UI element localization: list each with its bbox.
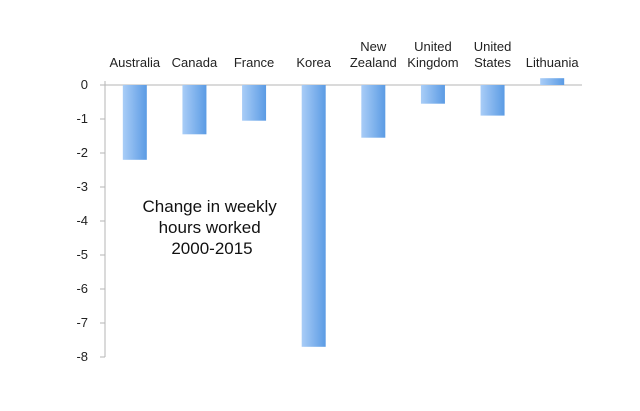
y-tick-label: -3 (76, 179, 88, 194)
category-label: United (414, 39, 452, 54)
y-tick-label: -5 (76, 247, 88, 262)
y-tick-label: -4 (76, 213, 88, 228)
bar-france (242, 85, 267, 121)
y-tick-label: -8 (76, 349, 88, 364)
y-tick-label: 0 (81, 77, 88, 92)
category-label: Lithuania (526, 55, 580, 70)
category-label: Kingdom (407, 55, 458, 70)
annotation-line-2: hours worked (159, 218, 261, 237)
category-label: Canada (172, 55, 218, 70)
category-label: States (474, 55, 511, 70)
bar-new-zealand (361, 85, 386, 138)
chart-annotation: Change in weekly hours worked 2000-2015 (143, 197, 282, 258)
annotation-line-1: Change in weekly (143, 197, 278, 216)
category-label: Zealand (350, 55, 397, 70)
annotation-line-3: 2000-2015 (171, 239, 252, 258)
category-label: France (234, 55, 274, 70)
y-tick-label: -6 (76, 281, 88, 296)
bar-australia (122, 85, 147, 160)
y-tick-label: -7 (76, 315, 88, 330)
bar-united-kingdom (420, 85, 445, 104)
y-tick-label: -1 (76, 111, 88, 126)
category-label: New (360, 39, 387, 54)
category-label: Korea (296, 55, 331, 70)
y-tick-label: -2 (76, 145, 88, 160)
category-label: United (474, 39, 512, 54)
category-label: Australia (110, 55, 161, 70)
bar-canada (182, 85, 207, 135)
bar-lithuania (540, 78, 565, 85)
bar-korea (301, 85, 326, 347)
bar-united-states (480, 85, 505, 116)
